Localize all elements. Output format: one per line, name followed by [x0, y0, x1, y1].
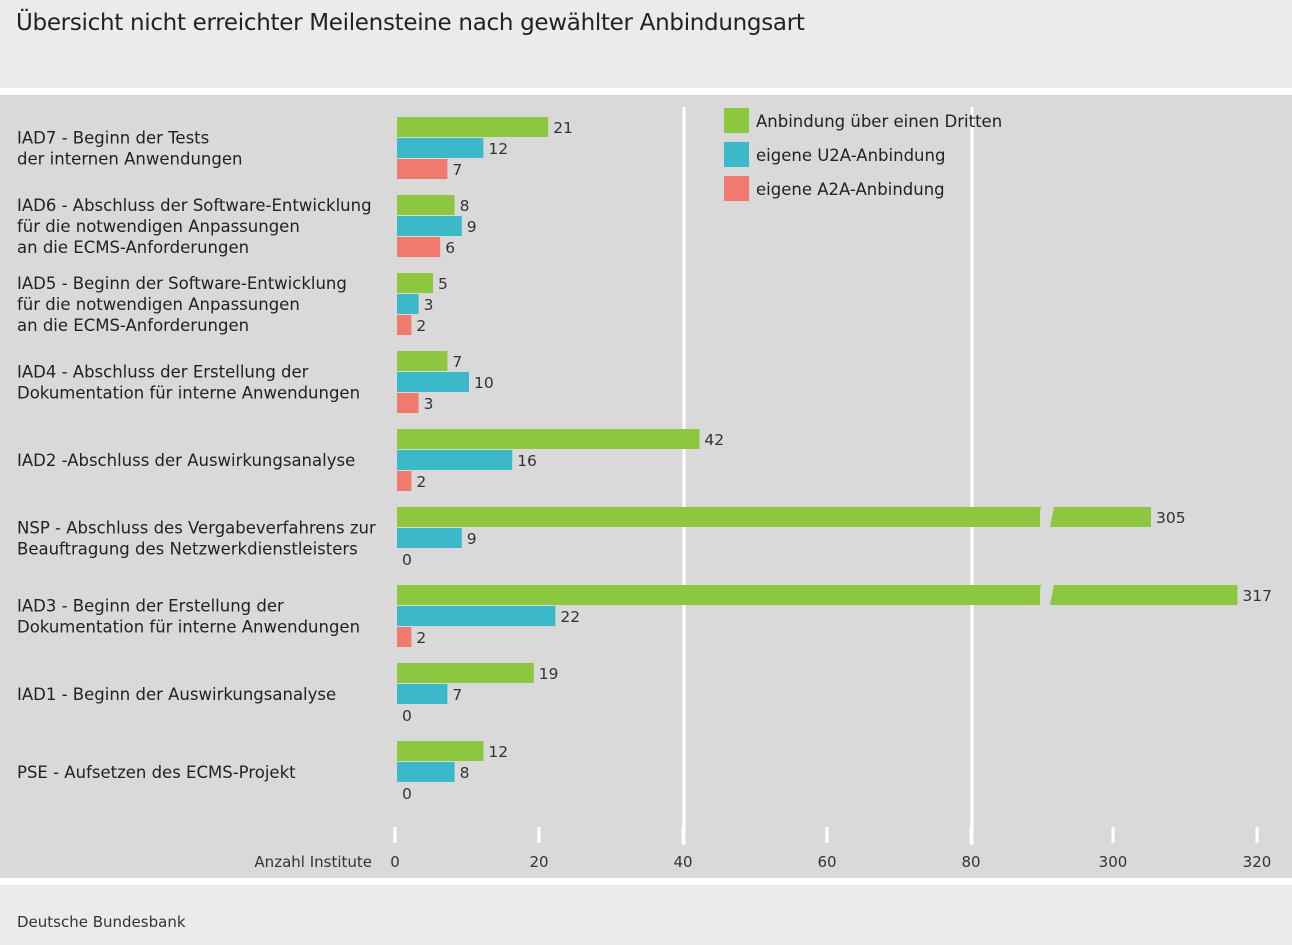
category-label: an die ECMS-Anforderungen — [17, 316, 249, 335]
bar — [397, 507, 1040, 527]
data-label: 7 — [452, 686, 462, 704]
data-label: 10 — [474, 374, 494, 392]
category-label: IAD4 - Abschluss der Erstellung der — [17, 363, 309, 382]
bar — [397, 237, 441, 257]
bar — [397, 159, 448, 179]
data-label: 0 — [402, 785, 412, 803]
bar — [397, 195, 455, 215]
category-label: für die notwendigen Anpassungen — [17, 295, 300, 314]
x-axis-label: Anzahl Institute — [254, 853, 372, 871]
category-label: Beauftragung des Netzwerkdienstleisters — [17, 540, 358, 559]
bar — [397, 117, 549, 137]
category-label: IAD5 - Beginn der Software-Entwicklung — [17, 274, 347, 293]
bar — [397, 471, 412, 491]
bar — [397, 606, 556, 626]
category-label: IAD7 - Beginn der Tests — [17, 129, 209, 148]
bar — [397, 627, 412, 647]
data-label: 6 — [445, 239, 455, 257]
category-label: IAD1 - Beginn der Auswirkungsanalyse — [17, 685, 336, 704]
data-label: 0 — [402, 551, 412, 569]
x-tick-label: 60 — [817, 853, 836, 871]
bar — [397, 393, 419, 413]
footer: Deutsche Bundesbank — [0, 885, 1292, 945]
data-label: 8 — [460, 197, 470, 215]
chart-title: Übersicht nicht erreichter Meilensteine … — [16, 10, 805, 36]
data-label: 0 — [402, 707, 412, 725]
data-label: 317 — [1242, 587, 1272, 605]
bar — [397, 315, 412, 335]
legend-swatch — [724, 142, 749, 167]
data-label: 9 — [467, 218, 477, 236]
data-label: 3 — [424, 296, 434, 314]
bar — [397, 684, 448, 704]
category-label: Dokumentation für interne Anwendungen — [17, 618, 360, 637]
bar — [397, 273, 433, 293]
legend-label: Anbindung über einen Dritten — [756, 112, 1002, 131]
bar — [1050, 585, 1238, 605]
bar — [1050, 507, 1151, 527]
bar-break-edge — [1030, 585, 1041, 605]
x-tick-label: 300 — [1099, 853, 1128, 871]
category-label: PSE - Aufsetzen des ECMS-Projekt — [17, 763, 296, 782]
category-label: NSP - Abschluss des Vergabeverfahrens zu… — [17, 519, 376, 538]
data-label: 2 — [416, 317, 426, 335]
bar — [397, 762, 455, 782]
category-label: Dokumentation für interne Anwendungen — [17, 384, 360, 403]
x-tick-label: 80 — [961, 853, 980, 871]
bar — [397, 351, 448, 371]
category-label: IAD3 - Beginn der Erstellung der — [17, 597, 284, 616]
title-band: Übersicht nicht erreichter Meilensteine … — [0, 0, 1292, 88]
data-label: 7 — [452, 161, 462, 179]
category-label: IAD2 -Abschluss der Auswirkungsanalyse — [17, 451, 355, 470]
legend-swatch — [724, 108, 749, 133]
x-tick-label: 0 — [390, 853, 400, 871]
data-label: 8 — [460, 764, 470, 782]
bar — [397, 663, 534, 683]
bar — [397, 138, 484, 158]
data-label: 19 — [539, 665, 559, 683]
data-label: 2 — [416, 473, 426, 491]
category-label: IAD6 - Abschluss der Software-Entwicklun… — [17, 196, 372, 215]
data-label: 305 — [1156, 509, 1186, 527]
data-label: 12 — [488, 140, 508, 158]
bar — [397, 216, 462, 236]
data-label: 42 — [704, 431, 724, 449]
bar — [397, 450, 513, 470]
source-label: Deutsche Bundesbank — [17, 913, 186, 931]
bar — [397, 372, 469, 392]
data-label: 3 — [424, 395, 434, 413]
chart-panel — [0, 95, 1292, 878]
bar — [397, 429, 700, 449]
legend-label: eigene U2A-Anbindung — [756, 146, 945, 165]
x-tick-label: 320 — [1243, 853, 1272, 871]
data-label: 12 — [488, 743, 508, 761]
legend-swatch — [724, 176, 749, 201]
category-label: an die ECMS-Anforderungen — [17, 238, 249, 257]
category-label: für die notwendigen Anpassungen — [17, 217, 300, 236]
x-tick-label: 20 — [529, 853, 548, 871]
data-label: 21 — [553, 119, 573, 137]
bar — [397, 294, 419, 314]
legend-label: eigene A2A-Anbindung — [756, 180, 945, 199]
bar-break-edge — [1030, 507, 1041, 527]
data-label: 22 — [560, 608, 580, 626]
data-label: 2 — [416, 629, 426, 647]
bar — [397, 585, 1040, 605]
data-label: 9 — [467, 530, 477, 548]
bar — [397, 741, 484, 761]
bar — [397, 528, 462, 548]
category-label: der internen Anwendungen — [17, 150, 242, 169]
data-label: 5 — [438, 275, 448, 293]
x-tick-label: 40 — [673, 853, 692, 871]
data-label: 7 — [452, 353, 462, 371]
data-label: 16 — [517, 452, 537, 470]
